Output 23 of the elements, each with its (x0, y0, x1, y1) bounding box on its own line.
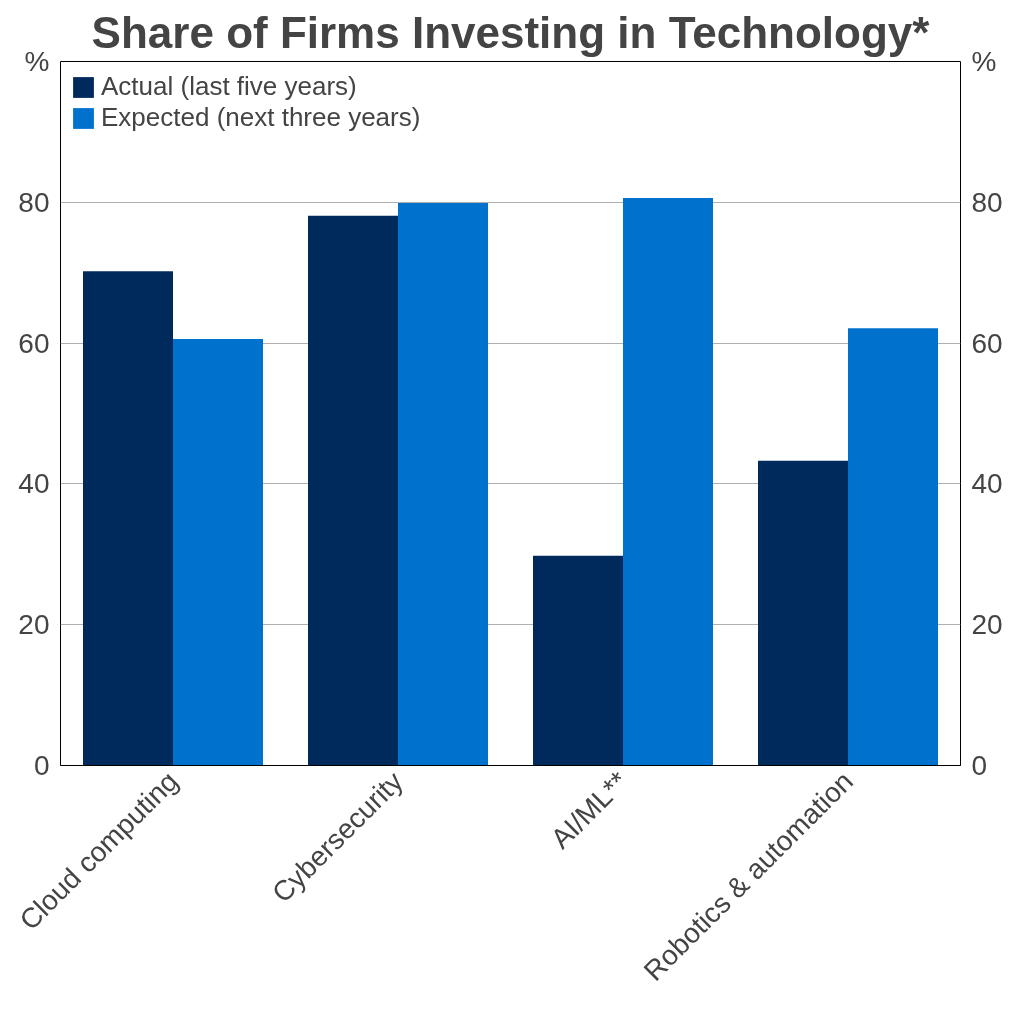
legend-label: Expected (next three years) (101, 102, 421, 133)
y-tick-label: % (24, 46, 50, 77)
y2-tick-label: 20 (971, 609, 1003, 641)
y2-tick-label: 60 (971, 327, 1003, 359)
y-tick-label: 80 (18, 186, 50, 218)
bar (758, 460, 848, 766)
y-tick-label: 20 (18, 609, 50, 641)
y-tick-label: 40 (18, 468, 50, 500)
bar (83, 271, 173, 766)
chart-title: Share of Firms Investing in Technology* (91, 7, 931, 57)
y2-tick-label: 80 (971, 186, 1003, 218)
y-tick-label: 60 (18, 327, 50, 359)
bar (623, 198, 713, 766)
bar (308, 215, 398, 766)
y-tick-label: 0 (33, 750, 50, 781)
y2-tick-label: % (971, 46, 997, 77)
bar (848, 328, 938, 766)
bar (173, 338, 263, 766)
y2-tick-label: 0 (971, 750, 988, 781)
bar (398, 203, 488, 766)
y2-tick-label: 40 (971, 468, 1003, 500)
legend-label: Actual (last five years) (101, 71, 357, 102)
bar (533, 555, 623, 766)
